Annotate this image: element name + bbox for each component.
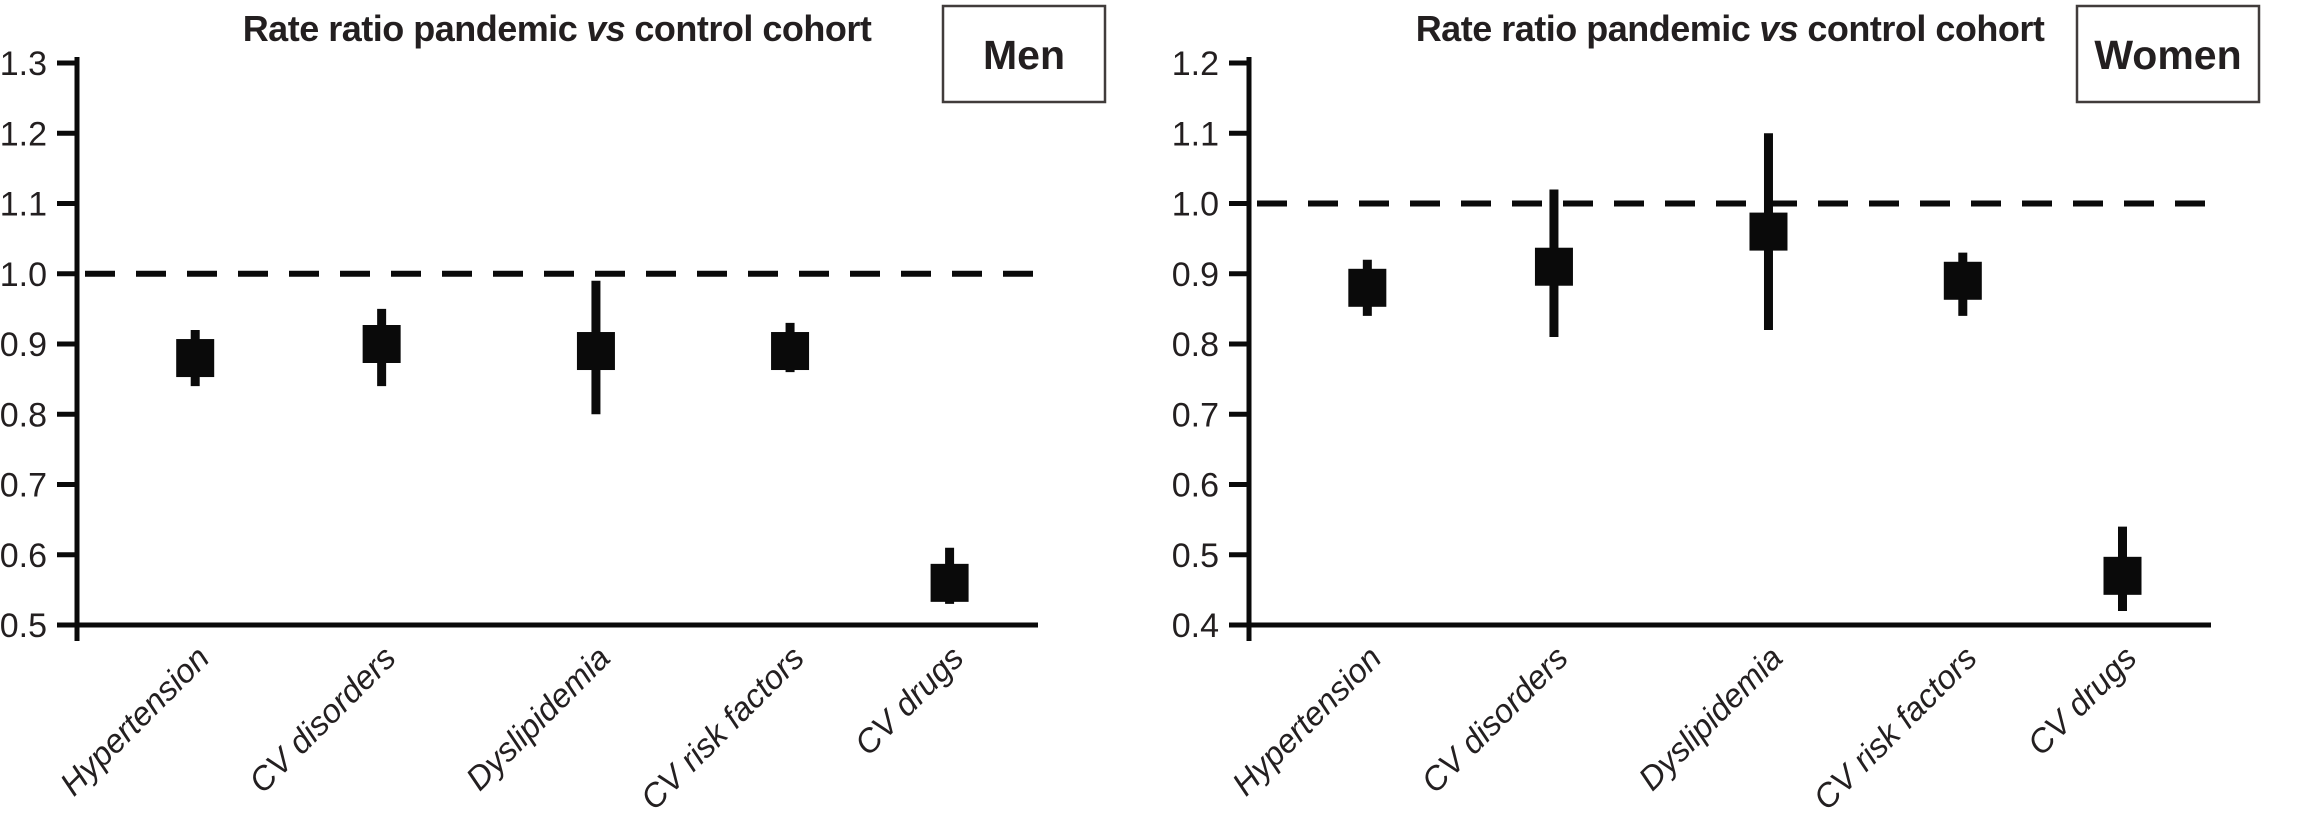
women-legend-label: Women xyxy=(2094,32,2241,78)
women-chart-title: Rate ratio pandemic vs control cohort xyxy=(1416,8,2045,49)
women-category-label-cv-risk-factors: CV risk factors xyxy=(1806,639,1984,817)
men-ytick-label-0.8: 0.8 xyxy=(0,396,47,434)
women-category-label-cv-drugs: CV drugs xyxy=(2020,639,2143,762)
women-ytick-label-0.7: 0.7 xyxy=(1172,396,1219,434)
women-marker-dyslipidemia xyxy=(1749,212,1788,251)
men-legend-label: Men xyxy=(983,32,1065,78)
men-ytick-label-1.1: 1.1 xyxy=(0,186,47,224)
men-ytick-label-1.3: 1.3 xyxy=(0,45,47,83)
women-ytick-label-0.6: 0.6 xyxy=(1172,467,1219,505)
women-marker-hypertension xyxy=(1348,268,1387,307)
panel-men: Rate ratio pandemic vs control cohort 0.5 0… xyxy=(0,4,1107,817)
women-title-prefix: Rate ratio pandemic xyxy=(1416,8,1751,49)
men-ytick-label-0.6: 0.6 xyxy=(0,537,47,575)
women-legend-box xyxy=(2075,4,2261,104)
women-category-label-hypertension: Hypertension xyxy=(1225,639,1389,803)
men-category-label-dyslipidemia: Dyslipidemia xyxy=(458,639,616,797)
women-ytick-label-1.1: 1.1 xyxy=(1172,115,1219,153)
men-legend-box xyxy=(941,4,1107,104)
women-category-label-dyslipidemia: Dyslipidemia xyxy=(1631,639,1789,797)
women-ytick-label-0.8: 0.8 xyxy=(1172,326,1219,364)
men-ytick-label-1.2: 1.2 xyxy=(0,115,47,153)
women-title-suffix: control cohort xyxy=(1807,8,2044,49)
women-ytick-label-1.0: 1.0 xyxy=(1172,186,1219,224)
women-ytick-label-1.2: 1.2 xyxy=(1172,45,1219,83)
women-title-vs: vs xyxy=(1759,8,1798,49)
women-marker-cv-disorders xyxy=(1534,247,1573,286)
men-ytick-label-0.9: 0.9 xyxy=(0,326,47,364)
women-category-label-cv-disorders: CV disorders xyxy=(1414,639,1575,800)
men-marker-hypertension xyxy=(176,339,215,378)
men-ytick-label-0.7: 0.7 xyxy=(0,467,47,505)
men-title-prefix: Rate ratio pandemic xyxy=(243,8,578,49)
women-marker-cv-drugs xyxy=(2103,556,2142,595)
women-ytick-label-0.5: 0.5 xyxy=(1172,537,1219,575)
men-category-label-cv-risk-factors: CV risk factors xyxy=(633,639,811,817)
men-title-suffix: control cohort xyxy=(634,8,871,49)
men-marker-dyslipidemia xyxy=(576,332,615,371)
men-marker-cv-drugs xyxy=(930,563,969,602)
men-category-label-hypertension: Hypertension xyxy=(52,639,216,803)
men-marker-cv-disorders xyxy=(362,325,401,363)
women-marker-cv-risk-factors xyxy=(1943,261,1982,300)
men-marker-cv-risk-factors xyxy=(771,332,810,371)
men-chart-title: Rate ratio pandemic vs control cohort xyxy=(243,8,872,49)
men-ytick-label-1.0: 1.0 xyxy=(0,256,47,294)
panel-women: Rate ratio pandemic vs control cohort 0.4 0… xyxy=(1172,4,2261,817)
men-title-vs: vs xyxy=(586,8,625,49)
men-ytick-label-0.5: 0.5 xyxy=(0,607,47,645)
men-category-label-cv-drugs: CV drugs xyxy=(847,639,970,762)
women-ytick-label-0.9: 0.9 xyxy=(1172,256,1219,294)
men-category-label-cv-disorders: CV disorders xyxy=(242,639,403,800)
women-ytick-label-0.4: 0.4 xyxy=(1172,607,1219,645)
